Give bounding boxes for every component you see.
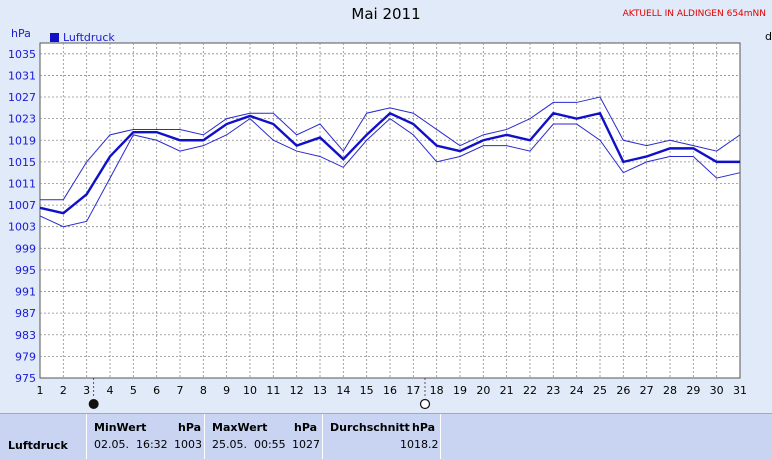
x-tick-label: 9 <box>223 384 230 397</box>
x-tick-label: 6 <box>153 384 160 397</box>
y-tick-label: 1035 <box>8 48 36 61</box>
y-tick-label: 975 <box>15 372 36 385</box>
series-lines <box>39 96 741 228</box>
y-tick-label: 1003 <box>8 221 36 234</box>
max-label: MaxWert <box>212 421 268 434</box>
x-tick-label: 16 <box>383 384 397 397</box>
y-tick-label: 1019 <box>8 134 36 147</box>
x-tick-label: 20 <box>476 384 490 397</box>
y-tick-label: 991 <box>15 286 36 299</box>
x-tick-label: 18 <box>430 384 444 397</box>
avg-value: 1018.2 <box>400 438 439 451</box>
y-axis-ticks: 975 979 983 987 991 995 999 1003 1007 1011 1015 101… <box>8 48 36 385</box>
stats-panel: Luftdruck MinWert hPa 02.05. 16:32 1003 … <box>0 413 772 459</box>
min-value: 1003 <box>174 438 202 451</box>
x-tick-label: 25 <box>593 384 607 397</box>
y-tick-label: 1007 <box>8 199 36 212</box>
full-moon-icon <box>419 398 431 410</box>
x-tick-label: 1 <box>37 384 44 397</box>
x-tick-label: 2 <box>60 384 67 397</box>
y-tick-label: 1023 <box>8 113 36 126</box>
y-tick-label: 1011 <box>8 177 36 190</box>
avg-unit: hPa <box>412 421 436 434</box>
separator <box>86 414 87 459</box>
separator <box>440 414 441 459</box>
x-tick-label: 14 <box>336 384 350 397</box>
series-line-upper <box>40 96 741 201</box>
x-tick-label: 23 <box>546 384 560 397</box>
min-time: 02.05. 16:32 <box>94 438 168 451</box>
y-tick-label: 1027 <box>8 91 36 104</box>
x-tick-label: 7 <box>177 384 184 397</box>
series-line-lower <box>39 118 741 228</box>
right-axis-unit-label: d <box>765 30 772 43</box>
x-tick-label: 31 <box>733 384 747 397</box>
y-tick-label: 987 <box>15 307 36 320</box>
x-tick-label: 22 <box>523 384 537 397</box>
y-tick-label: 1031 <box>8 69 36 82</box>
x-tick-label: 19 <box>453 384 467 397</box>
x-tick-label: 10 <box>243 384 257 397</box>
plot-area <box>39 42 741 379</box>
location-banner: AKTUELL IN ALDINGEN 654mNN <box>622 9 766 19</box>
y-tick-label: 999 <box>15 242 36 255</box>
x-tick-label: 21 <box>500 384 514 397</box>
max-value: 1027 <box>292 438 320 451</box>
x-tick-label: 3 <box>83 384 90 397</box>
x-tick-label: 29 <box>686 384 700 397</box>
x-tick-label: 17 <box>406 384 420 397</box>
y-tick-label: 983 <box>15 329 36 342</box>
x-tick-label: 11 <box>266 384 280 397</box>
max-unit: hPa <box>294 421 318 434</box>
y-axis-unit-label: hPa <box>11 27 31 40</box>
new-moon-icon <box>88 399 99 409</box>
chart-title: Mai 2011 <box>351 5 421 23</box>
y-tick-label: 995 <box>15 264 36 277</box>
y-tick-label: 1015 <box>8 156 36 169</box>
x-tick-label: 30 <box>710 384 724 397</box>
legend: Luftdruck <box>50 31 115 44</box>
stats-row-label: Luftdruck <box>8 439 68 452</box>
x-tick-label: 26 <box>616 384 630 397</box>
separator <box>322 414 323 459</box>
x-tick-label: 24 <box>570 384 584 397</box>
x-tick-label: 13 <box>313 384 327 397</box>
series-line-mean <box>39 111 740 215</box>
pressure-chart: 9759799839879919959991003100710111015101… <box>8 42 748 410</box>
x-axis-ticks: 1 2 3 4 5 6 7 8 9 10 11 12 13 14 15 16 17 18 19 20 21 22 23 24 2… <box>37 384 748 397</box>
min-label: MinWert <box>94 421 147 434</box>
max-time: 25.05. 00:55 <box>212 438 286 451</box>
min-cell: MinWert hPa 02.05. 16:32 1003 <box>86 414 204 459</box>
avg-label: Durchschnitt <box>330 421 410 434</box>
x-tick-label: 27 <box>640 384 654 397</box>
legend-label: Luftdruck <box>63 31 115 44</box>
min-unit: hPa <box>178 421 202 434</box>
avg-cell: Durchschnitt hPa 1018.2 <box>322 414 440 459</box>
grid <box>39 42 741 379</box>
x-tick-label: 15 <box>360 384 374 397</box>
max-cell: MaxWert hPa 25.05. 00:55 1027 <box>204 414 322 459</box>
moon-markers <box>88 378 431 410</box>
x-tick-label: 8 <box>200 384 207 397</box>
x-tick-label: 12 <box>290 384 304 397</box>
y-tick-label: 979 <box>15 350 36 363</box>
x-tick-label: 28 <box>663 384 677 397</box>
separator <box>204 414 205 459</box>
x-tick-label: 5 <box>130 384 137 397</box>
legend-swatch <box>50 33 59 42</box>
x-tick-label: 4 <box>107 384 114 397</box>
